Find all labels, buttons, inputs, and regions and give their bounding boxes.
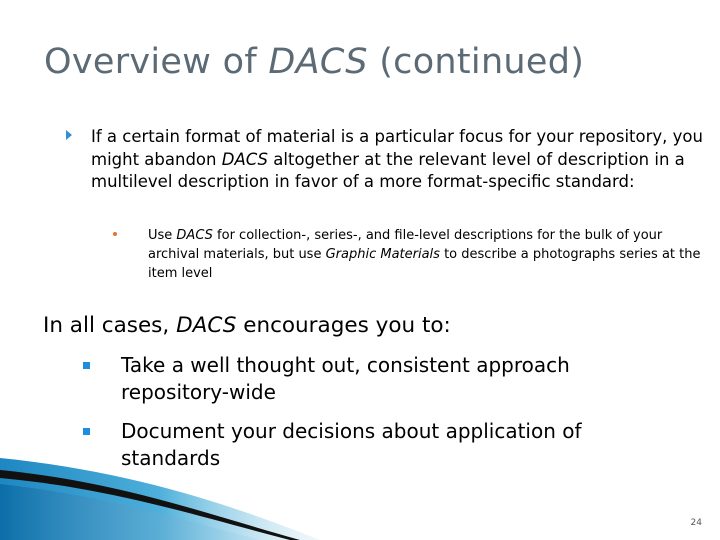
list-item: Document your decisions about applicatio… xyxy=(83,418,683,472)
bullet-text: If a certain format of material is a par… xyxy=(91,127,703,191)
dot-bullet-icon xyxy=(113,232,117,236)
list-item: Take a well thought out, consistent appr… xyxy=(83,352,683,406)
square-bullet-icon xyxy=(83,428,90,435)
list-item-text: Document your decisions about applicatio… xyxy=(121,419,582,470)
slide-title: Overview of DACS (continued) xyxy=(44,42,585,82)
subbullet-text: Use DACS for collection-, series-, and f… xyxy=(148,228,701,281)
square-bullet-icon xyxy=(83,362,90,369)
page-number: 24 xyxy=(690,518,702,528)
section-heading: In all cases, DACS encourages you to: xyxy=(43,313,451,338)
list-item-text: Take a well thought out, consistent appr… xyxy=(121,353,570,404)
bullet-format-focus: If a certain format of material is a par… xyxy=(66,126,706,194)
subbullet-use-dacs: Use DACS for collection-, series-, and f… xyxy=(113,226,713,283)
wave-gradient-band xyxy=(0,484,260,540)
wave-dark-band xyxy=(0,470,300,540)
arrow-bullet-icon xyxy=(66,130,72,140)
